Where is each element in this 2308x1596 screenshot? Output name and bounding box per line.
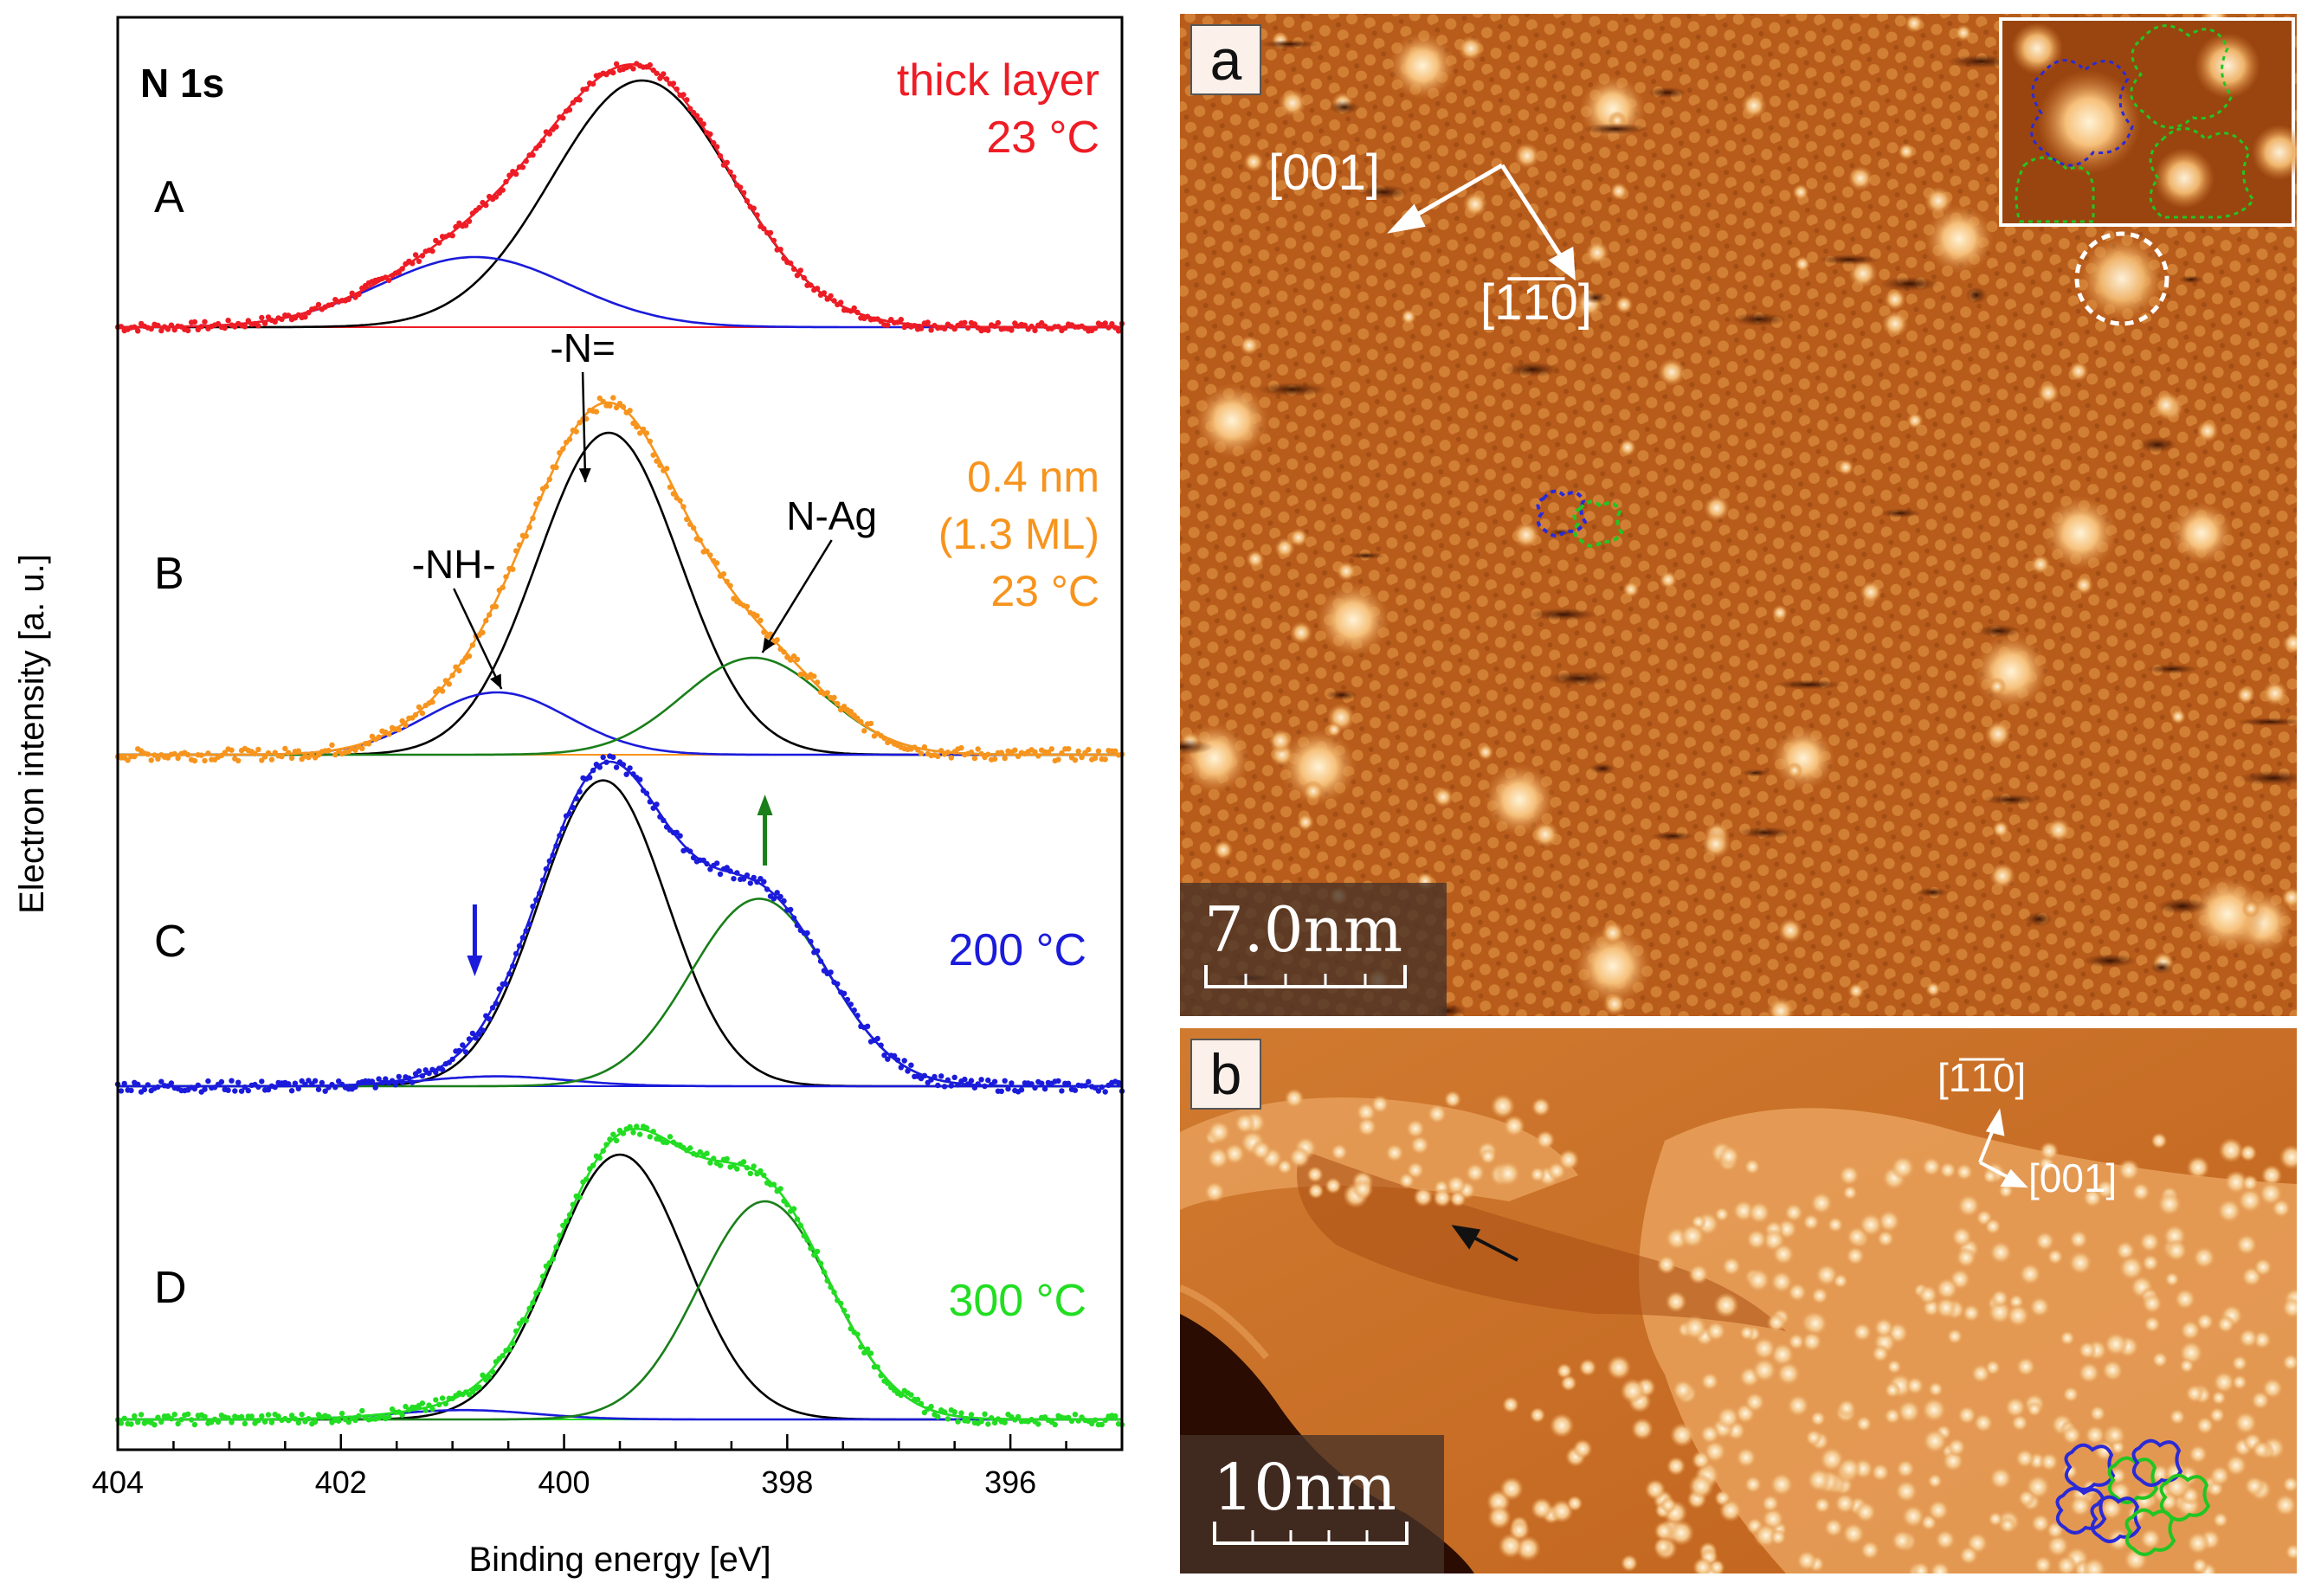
x-tick-label: 398 xyxy=(761,1464,813,1500)
stm-b-molecules xyxy=(1203,1088,2297,1573)
data-points-B xyxy=(114,395,1125,764)
fit-component-B-2 xyxy=(118,691,1122,756)
panel-letter-a: a xyxy=(1190,24,1261,95)
x-tick-label: 404 xyxy=(92,1464,144,1500)
x-tick-label: 402 xyxy=(315,1464,367,1500)
peak-pointer-2 xyxy=(453,588,503,690)
direction-label-1-10-b: [1̅1̅0] xyxy=(1937,1055,2027,1100)
peak-pointer-head-2 xyxy=(490,673,502,689)
peak-pointer-head-1 xyxy=(578,467,591,483)
x-tick-label: 396 xyxy=(984,1464,1036,1500)
condition-label-B-2: (1.3 ML) xyxy=(938,510,1099,558)
scale-bar-ruler-a xyxy=(1204,965,1407,988)
stm-image-b: b [1̅1̅0] [001] 10nm xyxy=(1180,1028,2297,1573)
panel-label-D: D xyxy=(154,1263,187,1313)
highlight-circle xyxy=(2079,235,2165,322)
fit-envelope-D xyxy=(118,1127,1122,1421)
x-axis: 404 402 400 398 396 xyxy=(92,1434,1124,1500)
spectrum-panel-C: C 200 °C xyxy=(114,753,1125,1095)
condition-label-B-3: 23 °C xyxy=(990,567,1099,615)
peak-label-1: -N= xyxy=(550,325,615,370)
scale-bar-ruler-b xyxy=(1213,1522,1409,1545)
direction-label-1-10-a: [1̅1̅0] xyxy=(1480,274,1592,331)
highlight-circle-outline xyxy=(2074,231,2169,326)
stm-b-outlines xyxy=(2055,1438,2211,1556)
direction-label-001-a: [001] xyxy=(1268,145,1380,201)
fit-component-A-1 xyxy=(118,79,1122,329)
stm-a-inset xyxy=(1999,17,2297,227)
stm-a-adsorbates xyxy=(1180,14,2297,1016)
x-axis-title: Binding energy [eV] xyxy=(468,1541,770,1579)
stm-image-a: a [001] [1̅1̅0] 7.0nm xyxy=(1180,14,2297,1016)
peak-label-2: -NH- xyxy=(412,542,496,587)
direction-arrows-b xyxy=(1978,1108,2028,1188)
fit-envelope-A xyxy=(118,63,1122,329)
scale-bar-a: 7.0nm xyxy=(1180,883,1447,1016)
data-points-C xyxy=(114,753,1125,1095)
plot-frame xyxy=(116,16,1124,1451)
condition-label-A-2: 23 °C xyxy=(986,113,1099,163)
condition-label-B-1: 0.4 nm xyxy=(967,453,1099,501)
peak-label-3: N-Ag xyxy=(786,493,877,538)
spectrum-panel-D: D 300 °C xyxy=(114,1123,1125,1428)
spectrum-panel-B: B 0.4 nm (1.3 ML) 23 °C -N= -NH- N-Ag xyxy=(114,325,1125,764)
y-axis-title: Electron intensity [a. u.] xyxy=(13,554,51,914)
panel-label-C: C xyxy=(154,917,187,967)
panel-letter-b: b xyxy=(1190,1039,1261,1110)
scale-bar-label-a: 7.0nm xyxy=(1204,893,1403,966)
change-arrow-head-up xyxy=(757,795,773,815)
condition-label-C-1: 200 °C xyxy=(948,925,1086,975)
condition-label-D-1: 300 °C xyxy=(948,1276,1086,1326)
fit-envelope-C xyxy=(118,760,1122,1088)
direction-arrows-a xyxy=(1387,163,1576,281)
scale-bar-label-b: 10nm xyxy=(1213,1451,1396,1525)
x-tick-label: 400 xyxy=(538,1464,590,1500)
panel-label-B: B xyxy=(154,549,184,599)
fit-envelope-B xyxy=(118,401,1122,756)
peak-pointer-3 xyxy=(761,539,833,653)
scale-bar-b: 10nm xyxy=(1180,1435,1444,1573)
condition-label-A-1: thick layer xyxy=(897,55,1099,106)
peak-pointer-1 xyxy=(581,371,587,483)
panel-label-A: A xyxy=(154,172,184,222)
change-arrow-head-down xyxy=(467,956,483,976)
green-molecule-outline xyxy=(1572,499,1624,548)
peak-pointer-head-3 xyxy=(762,637,776,653)
direction-label-001-b: [001] xyxy=(2028,1155,2118,1200)
corner-label: N 1s xyxy=(140,61,224,106)
blue-molecule-outline xyxy=(1536,489,1588,537)
stm-b-black-arrow xyxy=(1451,1225,1518,1262)
